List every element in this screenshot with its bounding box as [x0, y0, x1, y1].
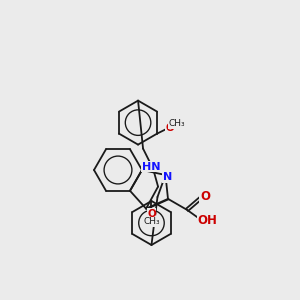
Text: N: N [163, 172, 172, 182]
Text: OH: OH [197, 214, 217, 227]
Text: HN: HN [142, 162, 160, 172]
Text: O: O [147, 209, 156, 219]
Text: O: O [200, 190, 210, 203]
Text: O: O [166, 123, 175, 133]
Text: CH₃: CH₃ [143, 218, 160, 226]
Text: CH₃: CH₃ [169, 119, 185, 128]
